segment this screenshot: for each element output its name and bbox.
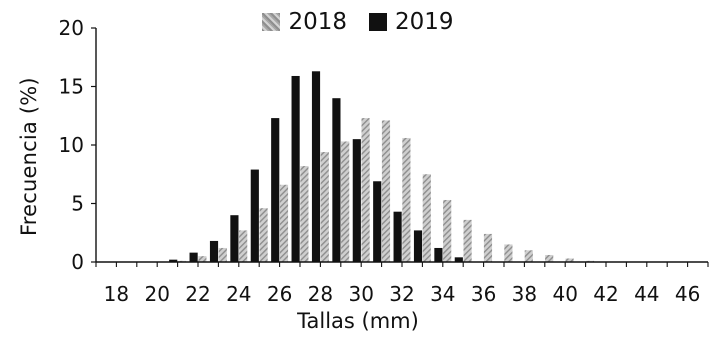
legend: 2018 2019 [0, 7, 716, 37]
bars-layer [169, 71, 595, 263]
legend-label-2019: 2019 [395, 9, 454, 35]
x-tick-label: 22 [185, 282, 210, 306]
legend-swatch-2019 [369, 13, 387, 31]
bar-2019 [291, 75, 300, 262]
bar-2019 [230, 215, 239, 262]
bar-2018 [198, 256, 207, 262]
x-tick-label: 38 [512, 282, 537, 306]
bar-2018 [381, 120, 391, 263]
bar-2019 [373, 181, 382, 262]
x-tick-label: 26 [267, 282, 292, 306]
x-tick-label: 34 [430, 282, 455, 306]
bar-2018 [483, 233, 493, 262]
bar-2019 [332, 98, 341, 262]
y-tick-label: 5 [71, 192, 84, 216]
y-tick-label: 10 [59, 133, 84, 157]
y-tick-label: 15 [59, 75, 84, 99]
bar-2019 [169, 259, 178, 262]
bar-2019 [209, 240, 219, 262]
x-tick-label: 32 [389, 282, 414, 306]
bar-2018 [443, 199, 452, 262]
x-tick-label: 28 [308, 282, 333, 306]
bar-2018 [402, 137, 411, 262]
bar-2018 [300, 166, 309, 262]
x-tick-label: 42 [593, 282, 618, 306]
bar-2019 [311, 71, 321, 262]
bar-2018 [279, 184, 289, 262]
bar-2019 [413, 230, 423, 262]
bar-2019 [250, 169, 259, 262]
bar-2018 [463, 219, 472, 262]
bar-2019 [271, 118, 280, 262]
y-axis-title: Frecuencia (%) [17, 77, 41, 237]
x-tick-label: 40 [552, 282, 577, 306]
x-tick-label: 46 [675, 282, 700, 306]
y-tick-label: 0 [71, 250, 84, 274]
bar-2018 [341, 141, 350, 262]
bar-2019 [352, 139, 361, 262]
bar-2018 [545, 254, 554, 262]
bar-2018 [361, 118, 370, 262]
legend-swatch-2018 [262, 13, 281, 31]
bar-2018 [259, 208, 268, 262]
x-tick-label: 44 [634, 282, 659, 306]
bar-2019 [454, 257, 463, 262]
bar-2019 [393, 211, 402, 262]
bar-2018 [565, 258, 574, 262]
legend-label-2018: 2018 [288, 9, 347, 35]
x-tick-label: 36 [471, 282, 496, 306]
axes-layer [91, 27, 709, 267]
x-tick-label: 24 [226, 282, 251, 306]
x-tick-label: 20 [144, 282, 169, 306]
bar-2018 [320, 152, 329, 262]
bar-2019 [434, 247, 443, 262]
bar-2018 [422, 174, 431, 262]
legend-item-2019: 2019 [369, 9, 454, 35]
tick-labels-layer: 0 5 10 15 20 18 20 22 24 26 28 30 32 34 36 38 40 42 44 46 [59, 16, 701, 306]
bar-2018 [218, 247, 227, 262]
y-tick-label: 20 [59, 16, 84, 40]
legend-item-2018: 2018 [262, 9, 347, 35]
x-tick-label: 30 [348, 282, 373, 306]
x-tick-label: 18 [104, 282, 129, 306]
bar-2018 [239, 230, 248, 262]
bar-2018 [524, 250, 533, 262]
bar-2018 [504, 244, 513, 262]
bar-2019 [189, 252, 198, 262]
x-axis-title: Tallas (mm) [297, 309, 419, 333]
